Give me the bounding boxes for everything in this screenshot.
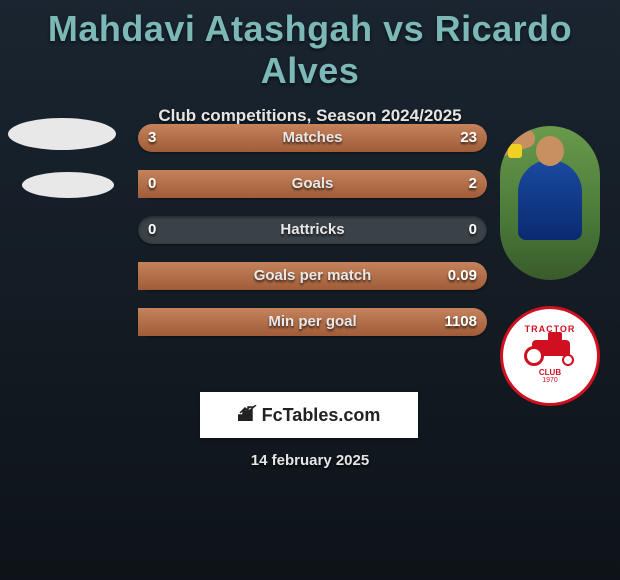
watermark: FcTables.com	[200, 392, 418, 438]
stat-label: Hattricks	[138, 216, 487, 244]
placeholder-ellipse	[8, 118, 116, 150]
stat-label: Matches	[138, 124, 487, 152]
player-photo	[500, 126, 600, 280]
chart-icon	[238, 405, 258, 426]
stat-row: 0.09Goals per match	[138, 262, 487, 290]
stat-label: Goals per match	[138, 262, 487, 290]
stats-panel: 323Matches 02Goals 00Hattricks 0.09Goals pe…	[138, 124, 487, 354]
watermark-text: FcTables.com	[262, 405, 381, 426]
player-head	[536, 136, 564, 166]
stat-row: 1108Min per goal	[138, 308, 487, 336]
tractor-icon	[524, 336, 576, 366]
captain-armband	[508, 144, 522, 158]
stat-row: 323Matches	[138, 124, 487, 152]
stat-row: 02Goals	[138, 170, 487, 198]
player-torso	[518, 160, 582, 240]
badge-text-sub: CLUB	[539, 368, 561, 377]
badge-year: 1970	[542, 377, 558, 384]
placeholder-ellipse	[22, 172, 114, 198]
club-badge: TRACTOR CLUB 1970	[500, 306, 600, 406]
stat-label: Min per goal	[138, 308, 487, 336]
stat-row: 00Hattricks	[138, 216, 487, 244]
stat-label: Goals	[138, 170, 487, 198]
left-placeholder-shapes	[8, 118, 116, 198]
date-label: 14 february 2025	[0, 452, 620, 469]
page-title: Mahdavi Atashgah vs Ricardo Alves	[0, 0, 620, 92]
